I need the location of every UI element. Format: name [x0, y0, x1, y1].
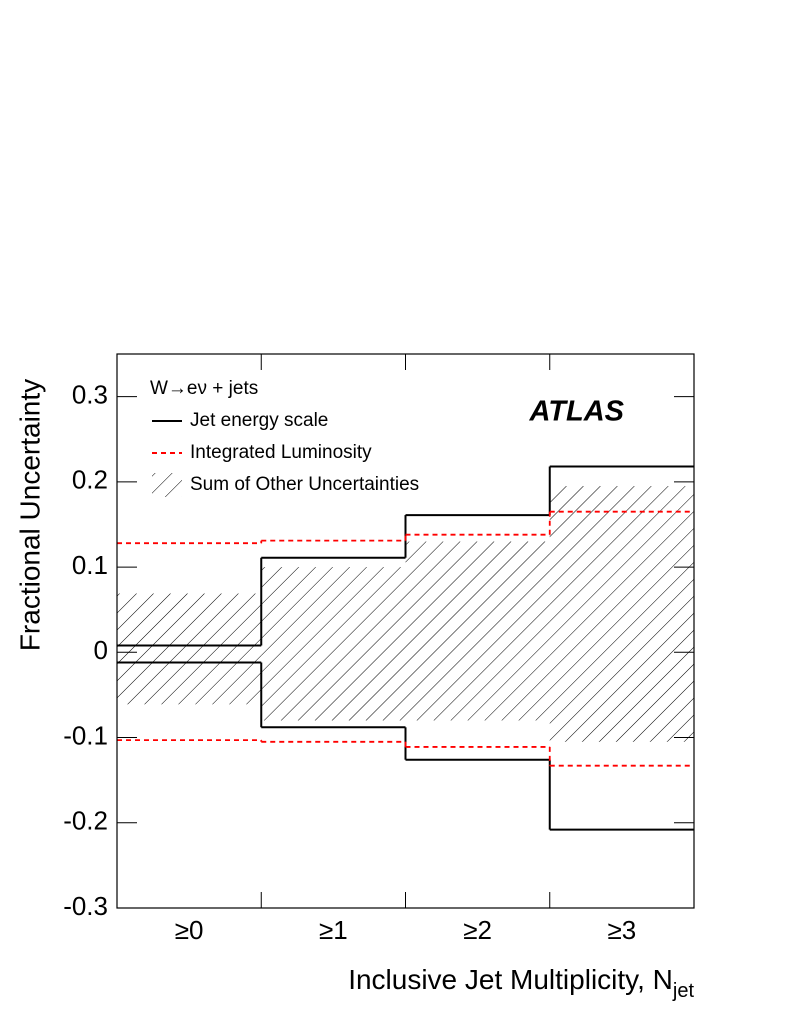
hatch-band [261, 567, 406, 721]
y-tick-label: 0.2 [72, 465, 108, 495]
legend-label: Sum of Other Uncertainties [190, 474, 419, 495]
legend-header: W→eν + jets [150, 378, 258, 399]
y-tick-label: 0.3 [72, 379, 108, 409]
x-tick-label: ≥2 [463, 915, 492, 945]
y-tick-label: -0.3 [63, 891, 108, 921]
y-tick-label: 0.1 [72, 550, 108, 580]
x-tick-label: ≥1 [319, 915, 348, 945]
y-axis-label: Fractional Uncertainty [14, 379, 45, 651]
legend-label: Integrated Luminosity [190, 442, 372, 463]
legend-label: Jet energy scale [190, 410, 328, 431]
hatch-band [405, 541, 550, 721]
hatch-band [117, 593, 262, 705]
atlas-label: ATLAS [528, 396, 624, 428]
x-tick-label: ≥0 [175, 915, 204, 945]
x-axis-label-main: Inclusive Jet Multiplicity, N [348, 964, 673, 995]
x-tick-label: ≥3 [608, 915, 637, 945]
y-tick-label: -0.2 [63, 806, 108, 836]
y-tick-label: -0.1 [63, 720, 108, 750]
hatch-band [549, 486, 694, 742]
x-axis-label: Inclusive Jet Multiplicity, Njet [348, 964, 694, 1002]
y-tick-label: 0 [94, 635, 108, 665]
legend-swatch [152, 473, 182, 497]
x-axis-label-subscript: jet [672, 980, 695, 1002]
